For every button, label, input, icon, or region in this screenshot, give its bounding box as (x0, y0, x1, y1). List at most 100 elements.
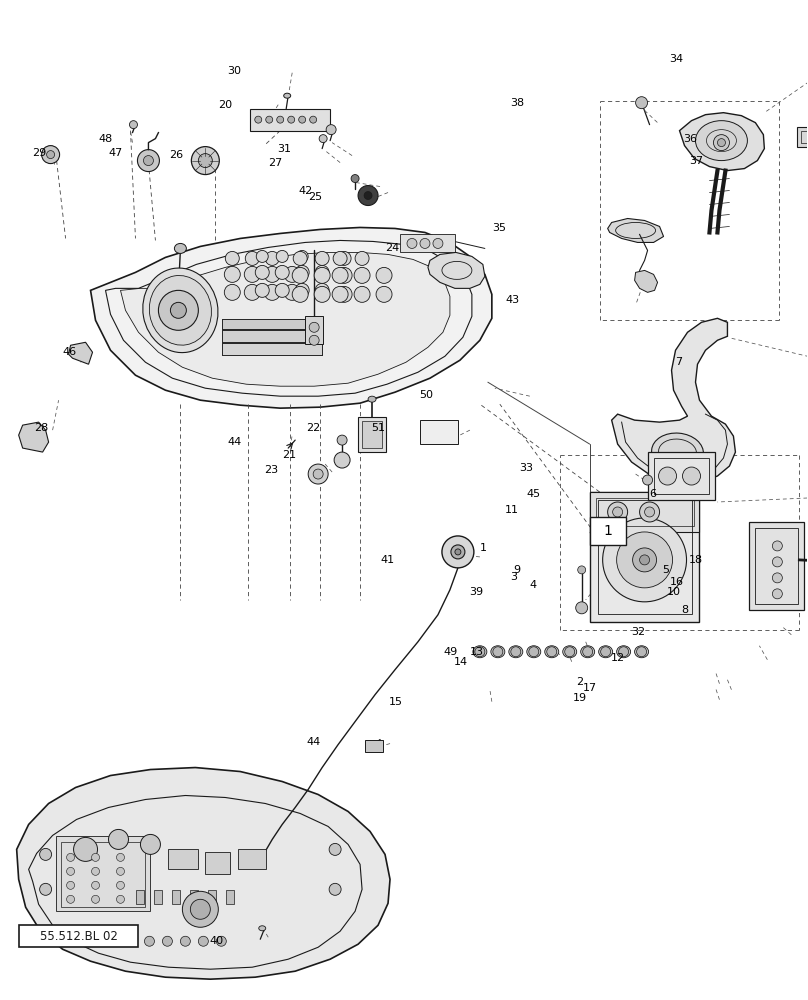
Text: 21: 21 (283, 450, 297, 460)
Text: 43: 43 (506, 295, 520, 305)
Ellipse shape (293, 251, 307, 265)
Ellipse shape (162, 936, 172, 946)
Text: 55.512.BL 02: 55.512.BL 02 (40, 930, 117, 943)
Ellipse shape (183, 891, 218, 927)
Ellipse shape (772, 557, 782, 567)
Bar (362, 421, 382, 448)
Text: 33: 33 (520, 463, 533, 473)
Polygon shape (680, 113, 764, 171)
Ellipse shape (336, 267, 352, 283)
Bar (749, 522, 804, 610)
Ellipse shape (329, 843, 341, 855)
Text: 3: 3 (510, 572, 517, 582)
Ellipse shape (612, 507, 623, 517)
Text: 47: 47 (108, 148, 122, 158)
Ellipse shape (696, 121, 747, 161)
Ellipse shape (264, 284, 280, 300)
Ellipse shape (66, 853, 74, 861)
Text: 32: 32 (631, 627, 645, 637)
Ellipse shape (90, 936, 100, 946)
Ellipse shape (127, 936, 137, 946)
Ellipse shape (433, 238, 443, 248)
Ellipse shape (276, 250, 288, 262)
Ellipse shape (143, 268, 218, 353)
Ellipse shape (329, 883, 341, 895)
Polygon shape (19, 422, 48, 452)
Bar (222, 330, 322, 342)
Ellipse shape (442, 536, 473, 568)
Bar (222, 319, 322, 329)
Ellipse shape (583, 647, 593, 657)
Text: 42: 42 (298, 186, 313, 196)
Ellipse shape (141, 834, 161, 854)
Bar (802, 131, 808, 143)
Bar (208, 890, 217, 904)
Ellipse shape (619, 647, 629, 657)
Bar (222, 330, 322, 342)
Ellipse shape (284, 266, 301, 282)
Ellipse shape (315, 251, 329, 265)
Text: 50: 50 (419, 390, 434, 400)
Ellipse shape (451, 545, 465, 559)
Bar (590, 517, 625, 545)
Bar (647, 476, 662, 500)
Bar (590, 492, 700, 622)
Ellipse shape (562, 646, 577, 658)
Ellipse shape (455, 549, 461, 555)
Ellipse shape (299, 116, 305, 123)
Ellipse shape (66, 895, 74, 903)
Ellipse shape (718, 139, 726, 147)
Bar (688, 476, 701, 500)
Bar (205, 852, 230, 874)
Ellipse shape (225, 284, 240, 300)
Ellipse shape (225, 251, 239, 265)
Ellipse shape (490, 646, 505, 658)
Text: 38: 38 (510, 98, 524, 108)
Ellipse shape (116, 867, 124, 875)
Ellipse shape (309, 322, 319, 332)
Ellipse shape (66, 881, 74, 889)
Ellipse shape (608, 502, 628, 522)
Bar (222, 343, 322, 355)
Text: 9: 9 (513, 565, 520, 575)
Text: 41: 41 (381, 555, 395, 565)
Ellipse shape (527, 646, 541, 658)
Bar (172, 890, 180, 904)
Ellipse shape (108, 829, 128, 849)
Ellipse shape (314, 267, 330, 283)
Ellipse shape (256, 250, 268, 262)
Ellipse shape (91, 853, 99, 861)
Ellipse shape (66, 867, 74, 875)
Ellipse shape (144, 156, 154, 166)
Ellipse shape (651, 433, 704, 471)
Ellipse shape (116, 895, 124, 903)
Bar (56, 836, 150, 911)
Polygon shape (608, 218, 663, 242)
Ellipse shape (309, 335, 319, 345)
Ellipse shape (578, 566, 586, 574)
Ellipse shape (47, 151, 55, 159)
Bar (400, 234, 455, 252)
Ellipse shape (659, 467, 676, 485)
Text: 24: 24 (385, 243, 399, 253)
Ellipse shape (129, 121, 137, 129)
Text: 2: 2 (576, 677, 583, 687)
Ellipse shape (364, 192, 372, 200)
Ellipse shape (351, 175, 359, 183)
Ellipse shape (314, 469, 323, 479)
Ellipse shape (634, 646, 649, 658)
Ellipse shape (255, 265, 269, 279)
Bar (222, 319, 322, 329)
Ellipse shape (493, 647, 503, 657)
Ellipse shape (265, 251, 280, 265)
Ellipse shape (617, 532, 672, 588)
Ellipse shape (276, 283, 289, 297)
Ellipse shape (244, 266, 260, 282)
Text: 7: 7 (675, 357, 682, 367)
Text: 45: 45 (526, 489, 540, 499)
Text: 20: 20 (218, 100, 232, 110)
Ellipse shape (116, 853, 124, 861)
Ellipse shape (326, 125, 336, 135)
Text: 10: 10 (667, 587, 681, 597)
Text: 48: 48 (99, 134, 112, 144)
